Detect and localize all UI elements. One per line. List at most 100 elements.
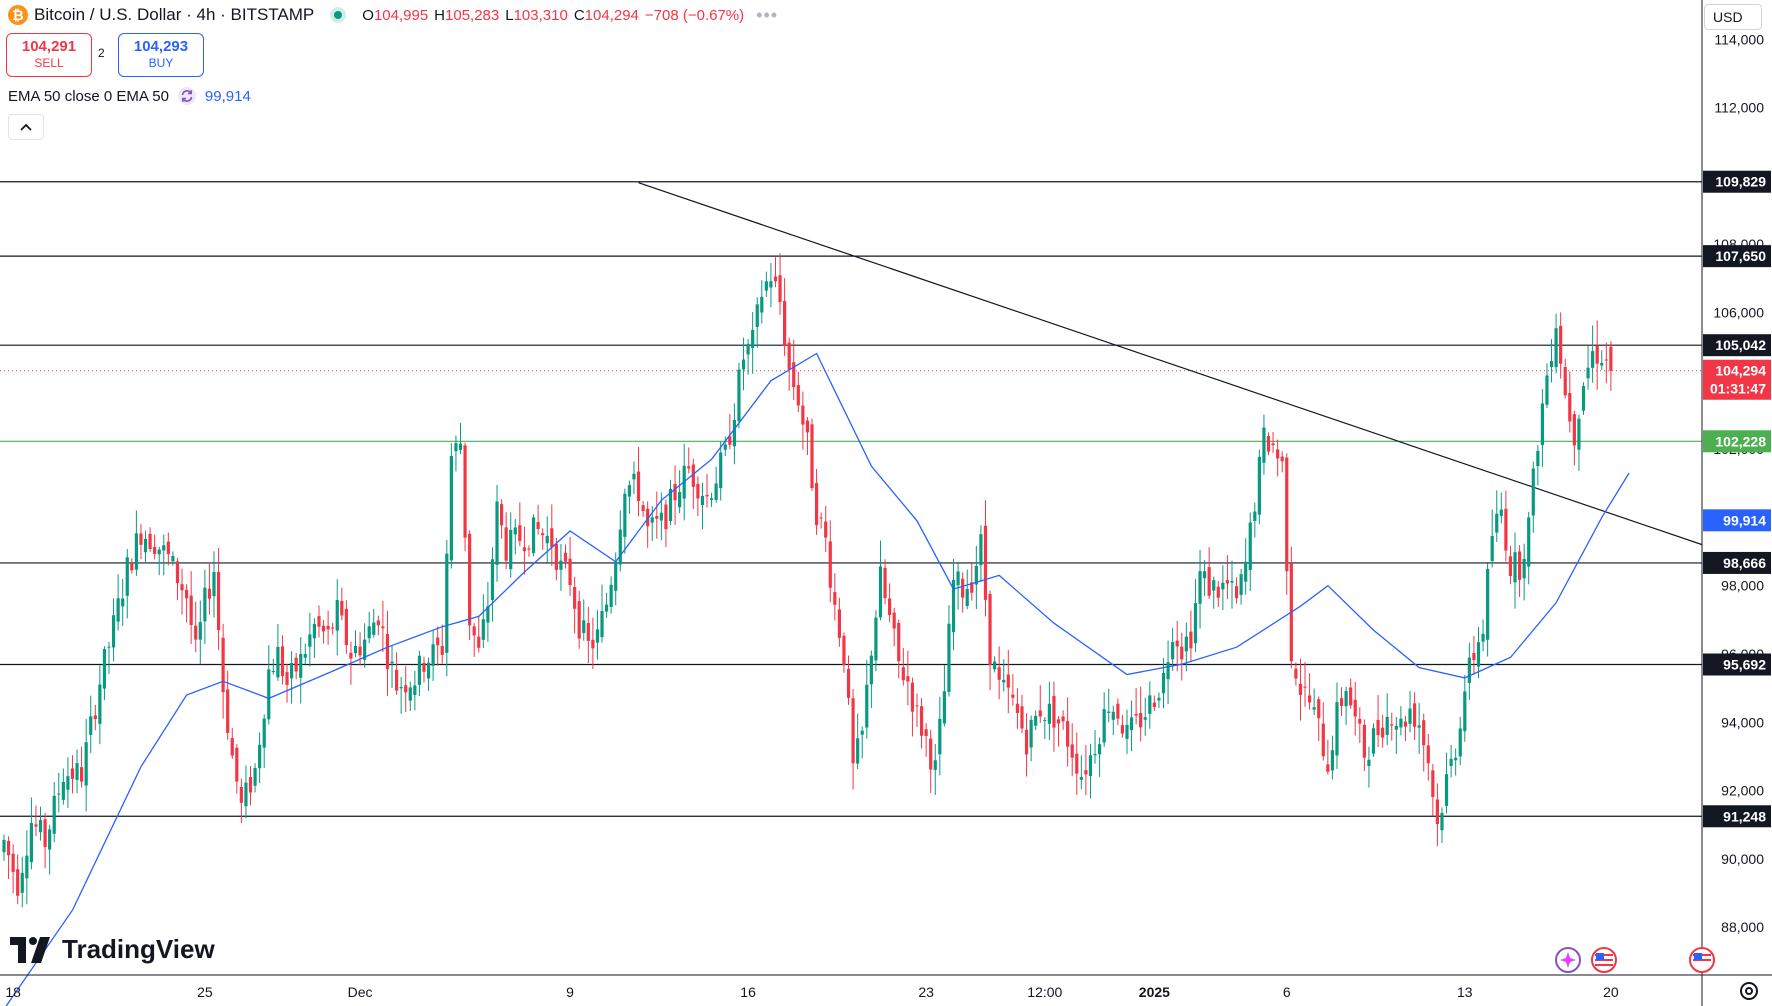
candle-body — [116, 598, 120, 622]
time-axis: 18 25 Dec 9 16 23 12:00 2025 6 13 20 — [0, 974, 1772, 1000]
candle-body — [394, 669, 399, 691]
candle-body — [951, 579, 956, 633]
candle-body — [11, 853, 15, 872]
candle-body — [153, 546, 157, 555]
sell-price: 104,291 — [21, 38, 77, 55]
candle-body — [1248, 522, 1252, 570]
candle-body — [426, 662, 431, 679]
level-price-label: 107,650 — [1715, 248, 1766, 264]
candle-body — [531, 517, 536, 554]
level-price-label-box — [1703, 653, 1771, 676]
candle-body — [919, 706, 924, 736]
candle-body — [691, 464, 695, 487]
candle-body — [34, 824, 38, 827]
candle-body — [586, 622, 590, 641]
candle-body — [1088, 755, 1093, 776]
us-flag-icon-2[interactable] — [1688, 946, 1716, 974]
level-price-label-box — [1703, 805, 1771, 828]
candle-body — [769, 281, 773, 288]
candle-body — [1266, 436, 1271, 452]
sparkle-icon[interactable] — [1554, 946, 1582, 974]
candle-body — [1517, 551, 1522, 580]
candle-body — [363, 639, 367, 660]
level-price-label-box — [1703, 334, 1771, 357]
currency-selector[interactable]: USD — [1704, 4, 1762, 30]
candle-body — [463, 445, 467, 538]
candle-body — [1444, 774, 1449, 806]
candle-body — [20, 872, 24, 893]
candle-body — [1216, 586, 1220, 598]
candle-body — [1326, 764, 1330, 772]
candle-body — [577, 601, 581, 639]
refresh-icon[interactable] — [177, 86, 197, 106]
candle-body — [805, 420, 810, 433]
candle-body — [1120, 725, 1125, 734]
candle-body — [1376, 719, 1380, 736]
candle-body — [627, 485, 632, 497]
more-icon[interactable]: ••• — [756, 4, 779, 25]
candle-body — [1161, 672, 1166, 694]
candle-body — [1527, 517, 1531, 567]
candle-body — [1157, 697, 1161, 701]
time-tick-label: 23 — [918, 984, 934, 1000]
price-tick-label: 92,000 — [1721, 783, 1764, 799]
candle-body — [445, 553, 449, 653]
candle-body — [746, 344, 750, 355]
ema-line-layer — [5, 352, 1630, 1006]
candle-body — [258, 744, 262, 769]
candle-body — [983, 525, 988, 600]
candle-body — [600, 610, 604, 638]
candle-body — [1139, 713, 1143, 728]
candle-body — [253, 767, 257, 786]
candle-body — [504, 527, 508, 561]
candle-body — [901, 667, 905, 681]
candle-body — [618, 529, 622, 565]
candle-body — [568, 558, 572, 586]
candle-body — [1011, 694, 1015, 698]
candle-body — [271, 671, 275, 673]
candle-body — [335, 600, 339, 631]
candle-body — [1234, 586, 1239, 599]
candle-body — [1609, 346, 1613, 371]
candle-body — [162, 545, 166, 551]
buy-button[interactable]: 104,293 BUY — [118, 33, 204, 77]
us-flag-icon[interactable] — [1590, 946, 1618, 974]
candle-body — [1038, 710, 1042, 717]
candle-body — [1577, 418, 1581, 450]
candle-body — [1093, 754, 1097, 756]
candle-body — [1545, 375, 1549, 405]
candle-body — [509, 529, 513, 570]
candle-body — [399, 686, 403, 689]
time-tick-label: 25 — [197, 984, 213, 1000]
chart-header: ₿ Bitcoin / U.S. Dollar · 4h · BITSTAMP … — [8, 3, 778, 27]
collapse-legend-button[interactable] — [8, 114, 44, 140]
sell-button[interactable]: 104,291 SELL — [6, 33, 92, 77]
candle-body — [792, 362, 796, 388]
candle-body — [641, 505, 645, 512]
candle-body — [1412, 703, 1417, 727]
candle-body — [454, 443, 458, 452]
candle-body — [344, 608, 348, 646]
candle-body — [1422, 720, 1426, 746]
candle-body — [1015, 703, 1020, 713]
settings-gear-icon[interactable] — [1736, 978, 1762, 1004]
candle-body — [545, 535, 549, 544]
symbol-title[interactable]: Bitcoin / U.S. Dollar · 4h · BITSTAMP — [34, 5, 315, 24]
candle-body — [1408, 708, 1412, 724]
candle-body — [89, 716, 93, 735]
candle-body — [796, 385, 800, 406]
indicator-legend[interactable]: EMA 50 close 0 EMA 50 99,914 — [8, 86, 251, 106]
candle-body — [390, 661, 394, 664]
candle-body — [591, 639, 595, 649]
price-tick-label: 98,000 — [1721, 578, 1764, 594]
candle-body — [970, 582, 974, 593]
candle-body — [381, 626, 385, 629]
candle-body — [1358, 718, 1362, 724]
candle-body — [436, 637, 440, 646]
candle-body — [1339, 698, 1344, 707]
candle-body — [764, 281, 768, 291]
candle-body — [700, 495, 705, 506]
candle-body — [422, 662, 426, 672]
candle-body — [43, 819, 47, 848]
